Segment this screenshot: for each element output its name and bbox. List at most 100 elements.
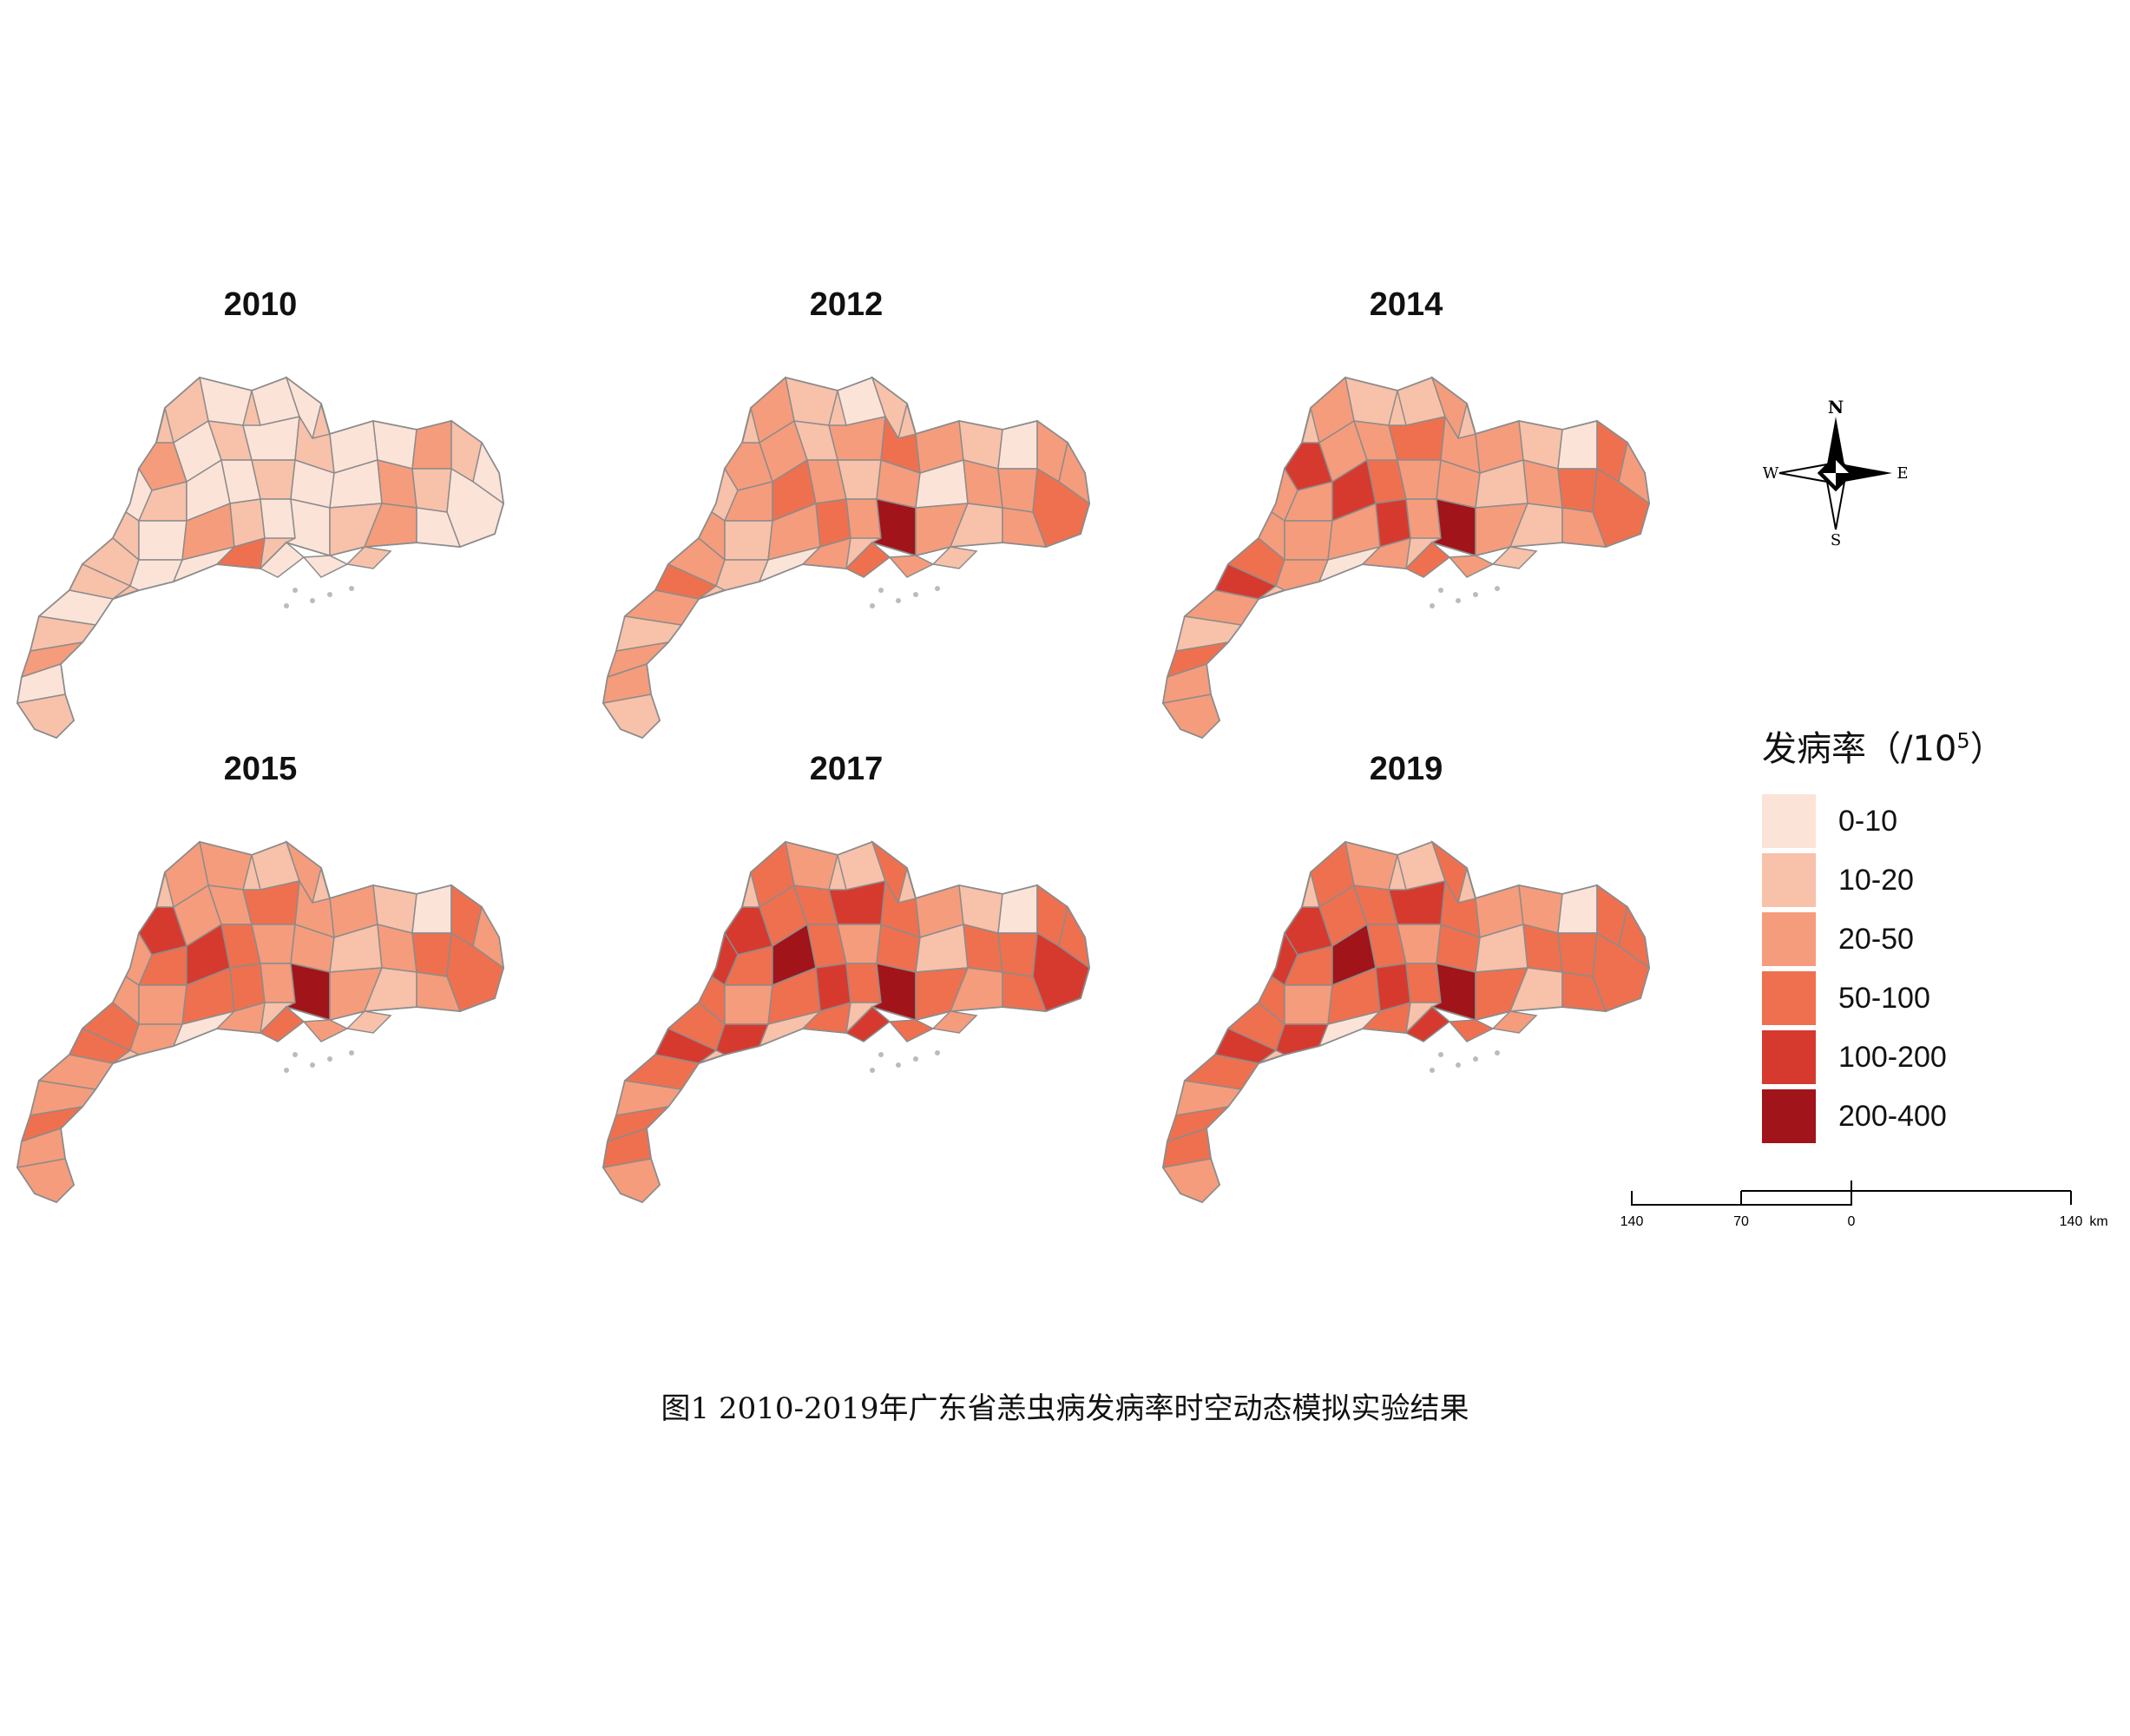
island <box>1495 1050 1500 1055</box>
province-map <box>1161 839 1651 1204</box>
county-region <box>416 507 462 548</box>
legend-title-text: 发病率（/10 <box>1762 729 1957 769</box>
province-map <box>16 839 505 1204</box>
county-region <box>1284 520 1333 561</box>
legend-label: 200-400 <box>1838 1099 1947 1133</box>
island <box>1456 1062 1461 1068</box>
county-region <box>1557 884 1598 934</box>
province-map <box>602 375 1091 740</box>
county-region <box>931 1010 978 1034</box>
compass-s: S <box>1831 531 1841 547</box>
province-map <box>16 375 505 740</box>
map-panel-2019: 2019 <box>1146 751 1667 1204</box>
panel-year-title: 2010 <box>223 286 298 323</box>
island <box>327 1056 332 1062</box>
legend-swatch <box>1762 971 1816 1025</box>
county-region <box>997 468 1038 513</box>
county-region <box>16 694 75 739</box>
map-panel-2012: 2012 <box>586 286 1107 740</box>
county-region <box>1161 694 1220 739</box>
legend-title: 发病率（/105） <box>1762 720 2057 771</box>
island <box>913 1056 918 1062</box>
island <box>1473 1056 1478 1062</box>
county-region <box>1405 963 1442 1003</box>
county-region <box>870 963 917 1022</box>
island <box>935 586 940 591</box>
panel-year-title: 2014 <box>1369 286 1443 323</box>
legend-item: 50-100 <box>1762 969 2057 1028</box>
county-region <box>1448 1019 1495 1042</box>
island <box>1473 592 1478 597</box>
county-region <box>1405 498 1442 539</box>
island <box>878 1052 884 1057</box>
legend-item: 200-400 <box>1762 1087 2057 1146</box>
island <box>310 1062 315 1068</box>
county-region <box>602 694 661 739</box>
county-region <box>1491 546 1538 569</box>
island <box>349 586 354 591</box>
county-region <box>260 963 296 1003</box>
county-region <box>888 1019 935 1042</box>
scale-tick-3: 140 <box>2060 1214 2083 1229</box>
county-region <box>888 555 935 578</box>
legend-label: 50-100 <box>1838 981 1930 1015</box>
island <box>349 1050 354 1055</box>
legend-swatch <box>1762 1030 1816 1084</box>
legend-label: 20-50 <box>1838 922 1914 956</box>
county-region <box>602 1158 661 1203</box>
county-region <box>1557 420 1598 470</box>
county-region <box>302 555 349 578</box>
county-region <box>870 498 917 557</box>
county-region <box>997 420 1038 470</box>
island <box>284 1068 289 1073</box>
panel-year-title: 2019 <box>1369 751 1443 787</box>
legend: 发病率（/105） 0-10 10-20 20-50 50-100 100-200 200… <box>1762 720 2057 1146</box>
panel-year-title: 2015 <box>223 751 298 787</box>
island <box>913 592 918 597</box>
county-region <box>1275 1023 1330 1055</box>
island <box>896 598 901 603</box>
county-region <box>284 498 331 557</box>
county-region <box>138 520 187 561</box>
map-panel-2014: 2014 <box>1146 286 1667 740</box>
legend-item: 100-200 <box>1762 1028 2057 1087</box>
legend-label: 0-10 <box>1838 804 1898 838</box>
legend-swatch <box>1762 1089 1816 1143</box>
legend-swatch <box>1762 853 1816 907</box>
island <box>878 588 884 593</box>
county-region <box>1430 963 1476 1022</box>
legend-label: 10-20 <box>1838 863 1914 897</box>
county-region <box>345 1010 392 1034</box>
county-region <box>138 984 187 1025</box>
island <box>1430 1068 1435 1073</box>
island <box>1430 603 1435 608</box>
island <box>870 603 875 608</box>
county-region <box>1002 971 1048 1012</box>
scale-bar: 140 70 0 140 km <box>1621 1180 2108 1229</box>
county-region <box>724 984 773 1025</box>
legend-item: 0-10 <box>1762 792 2057 851</box>
island <box>1495 586 1500 591</box>
scale-tick-1: 70 <box>1733 1214 1749 1229</box>
province-map <box>1161 375 1651 740</box>
scale-tick-0: 140 <box>1621 1214 1644 1229</box>
island <box>870 1068 875 1073</box>
compass-icon: N S E W <box>1763 397 1909 549</box>
county-region <box>16 1158 75 1203</box>
county-region <box>1002 507 1048 548</box>
county-region <box>1557 468 1598 513</box>
island <box>327 592 332 597</box>
county-region <box>345 546 392 569</box>
county-region <box>1284 984 1333 1025</box>
county-region <box>1448 555 1495 578</box>
county-region <box>411 468 452 513</box>
county-region <box>1430 498 1476 557</box>
county-region <box>1275 559 1330 591</box>
island <box>293 1052 298 1057</box>
county-region <box>1557 932 1598 977</box>
county-region <box>411 932 452 977</box>
province-map <box>602 839 1091 1204</box>
map-panel-2015: 2015 <box>0 751 521 1204</box>
figure-caption: 图1 2010-2019年广东省恙虫病发病率时空动态模拟实验结果 <box>661 1391 1469 1426</box>
map-panel-2017: 2017 <box>586 751 1107 1204</box>
